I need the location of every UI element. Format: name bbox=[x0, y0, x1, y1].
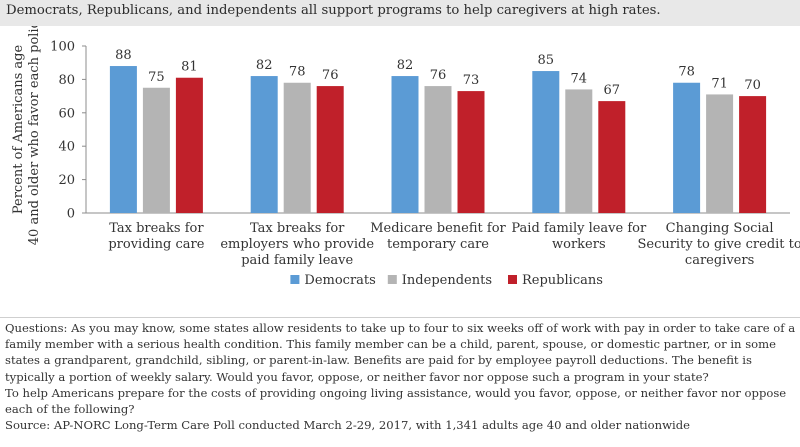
bar-value-label: 76 bbox=[430, 68, 447, 83]
legend-swatch-republicans bbox=[508, 275, 517, 284]
page-title: Democrats, Republicans, and independents… bbox=[6, 3, 661, 18]
legend-swatch-independents bbox=[387, 275, 397, 284]
source-text: Source: AP-NORC Long-Term Care Poll cond… bbox=[5, 418, 690, 433]
bar-republicans bbox=[316, 86, 344, 213]
category-label: employers who provide bbox=[220, 237, 374, 252]
bar-chart: 0 20 40 60 80 100 Percent of Americans age 40 a… bbox=[11, 26, 800, 288]
bar-independents bbox=[283, 82, 311, 213]
bar-democrats bbox=[673, 82, 701, 213]
category-label: workers bbox=[552, 237, 606, 252]
notes-section: Questions: As you may know, some states … bbox=[5, 320, 797, 433]
bar-value-label: 78 bbox=[678, 65, 695, 80]
category-label: paid family leave bbox=[241, 253, 353, 268]
category-label: providing care bbox=[108, 237, 204, 252]
category-label: Paid family leave for bbox=[511, 221, 647, 236]
bar-value-label: 78 bbox=[289, 65, 306, 80]
bar-independents bbox=[565, 89, 593, 213]
legend-label: Independents bbox=[402, 273, 492, 288]
bar-republicans bbox=[598, 101, 626, 213]
y-axis-label: 40 and older who favor each policy bbox=[27, 26, 42, 245]
legend-swatch-democrats bbox=[290, 275, 300, 284]
bar-value-label: 67 bbox=[604, 83, 621, 98]
bar-democrats bbox=[391, 76, 419, 213]
bar-value-label: 85 bbox=[538, 53, 555, 68]
bar-republicans bbox=[739, 96, 767, 213]
y-tick-label: 0 bbox=[67, 207, 75, 222]
y-tick-label: 100 bbox=[50, 40, 75, 55]
category-label: Changing Social bbox=[666, 221, 774, 236]
bar-democrats bbox=[250, 76, 278, 213]
bar-independents bbox=[424, 86, 452, 213]
bar-value-label: 88 bbox=[115, 48, 132, 63]
bar-value-label: 74 bbox=[571, 71, 588, 86]
y-tick-label: 80 bbox=[58, 73, 75, 88]
bar-democrats bbox=[532, 71, 560, 213]
chart-title-bar: Democrats, Republicans, and independents… bbox=[0, 0, 800, 26]
question2-text: To help Americans prepare for the costs … bbox=[5, 385, 787, 417]
bar-democrats bbox=[109, 66, 137, 213]
category-label: Tax breaks for bbox=[250, 221, 345, 236]
category-label: temporary care bbox=[387, 237, 489, 252]
bar-value-label: 82 bbox=[256, 58, 273, 73]
category-label: Tax breaks for bbox=[109, 221, 204, 236]
bar-value-label: 71 bbox=[711, 76, 728, 91]
legend-label: Democrats bbox=[304, 273, 375, 288]
y-axis-label: Percent of Americans age bbox=[11, 45, 26, 215]
category-label: caregivers bbox=[685, 253, 754, 268]
bar-republicans bbox=[175, 77, 203, 213]
bar-value-label: 70 bbox=[744, 78, 761, 93]
category-label: Medicare benefit for bbox=[370, 221, 506, 236]
bar-independents bbox=[706, 94, 734, 213]
y-tick-label: 40 bbox=[58, 140, 75, 155]
y-tick-label: 60 bbox=[58, 106, 75, 121]
category-label: Security to give credit to bbox=[637, 237, 800, 252]
bar-value-label: 81 bbox=[181, 60, 198, 75]
bar-republicans bbox=[457, 91, 485, 213]
bar-value-label: 75 bbox=[148, 70, 165, 85]
legend-label: Republicans bbox=[522, 273, 603, 288]
bar-value-label: 73 bbox=[463, 73, 480, 88]
questions-text: Questions: As you may know, some states … bbox=[5, 321, 796, 384]
bar-value-label: 76 bbox=[322, 68, 339, 83]
y-tick-label: 20 bbox=[58, 173, 75, 188]
bar-independents bbox=[142, 87, 170, 213]
bar-value-label: 82 bbox=[397, 58, 414, 73]
chart-area: 0 20 40 60 80 100 Percent of Americans age 40 a… bbox=[0, 26, 800, 318]
